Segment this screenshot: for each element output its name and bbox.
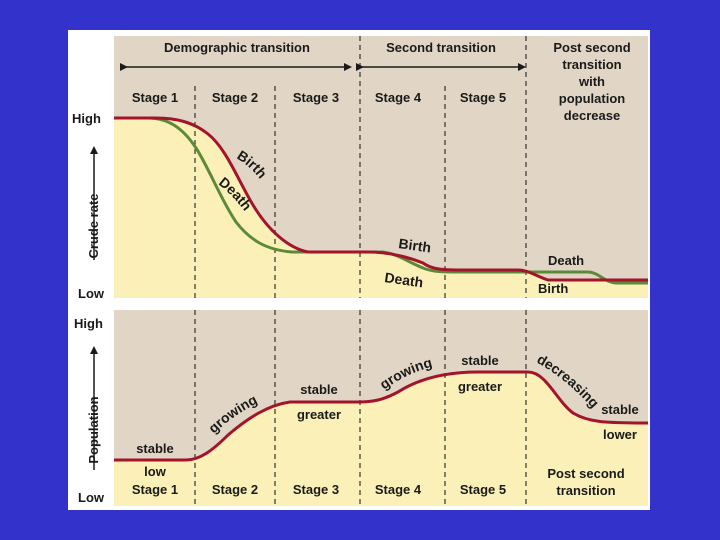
top-stage-3: Stage 3 [293,90,339,105]
birth-post-label: Birth [538,281,568,296]
top-stage-labels: Stage 1 Stage 2 Stage 3 Stage 4 Stage 5 [132,90,506,105]
birth-stage4-label: Birth [398,235,433,255]
post-second-line4: population [559,91,625,106]
population-axis-label: Population [86,396,101,463]
bottom-high-label: High [74,316,103,331]
top-high-label: High [72,111,101,126]
top-stage-5: Stage 5 [460,90,506,105]
death-rate-line [114,116,648,285]
death-stage4-label: Death [384,269,425,290]
post-second-bottom-line2: transition [556,483,615,498]
figure-svg: Demographic transition Second transition… [72,36,649,506]
post-second-line2: transition [562,57,621,72]
birth-rate-line [114,116,648,282]
lower-post-label: lower [603,427,637,442]
greater-stage3-label: greater [297,407,341,422]
demographic-transition-label: Demographic transition [164,40,310,55]
top-stage-1: Stage 1 [132,90,178,105]
stable-stage3-label: stable [300,382,338,397]
post-second-header: Post second transition with population d… [553,40,630,123]
post-second-line5: decrease [564,108,620,123]
population-line [114,370,649,462]
demographic-transition-figure: Demographic transition Second transition… [68,30,650,510]
greater-stage5-label: greater [458,379,502,394]
crude-rate-fill [114,118,648,298]
stable-post-label: stable [601,402,639,417]
post-second-line1: Post second [553,40,630,55]
bottom-stage-1: Stage 1 [132,482,178,497]
top-stage-2: Stage 2 [212,90,258,105]
bottom-stage-3: Stage 3 [293,482,339,497]
crude-rate-axis-label: Crude rate [86,193,101,258]
bottom-low-label: Low [78,490,105,505]
stable-stage1-label: stable [136,441,174,456]
stable-stage5-label: stable [461,353,499,368]
post-second-bottom-line1: Post second [547,466,624,481]
bottom-stage-labels: Stage 1 Stage 2 Stage 3 Stage 4 Stage 5 [132,482,506,497]
bottom-stage-4: Stage 4 [375,482,422,497]
top-low-label: Low [78,286,105,301]
population-fill [114,372,648,506]
top-stage-dividers [194,36,527,298]
bottom-stage-dividers [194,310,527,506]
bottom-stage-5: Stage 5 [460,482,506,497]
death-post-label: Death [548,253,584,268]
post-second-line3: with [578,74,605,89]
bottom-stage-2: Stage 2 [212,482,258,497]
low-stage1-label: low [144,464,167,479]
second-transition-label: Second transition [386,40,496,55]
top-stage-4: Stage 4 [375,90,422,105]
